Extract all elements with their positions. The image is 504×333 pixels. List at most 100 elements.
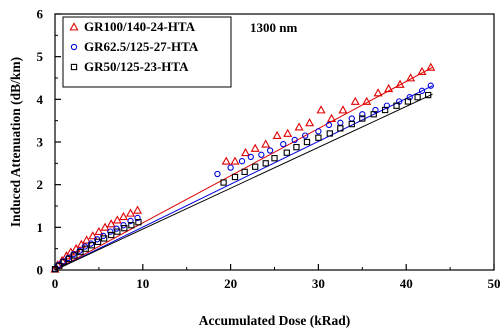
legend-label: GR100/140-24-HTA [84,19,196,34]
data-point [258,151,265,158]
y-axis-title: Induced Attenuation (dB/km) [8,57,23,227]
data-point [118,211,129,221]
y-tick-label: 4 [37,92,44,107]
legend-marker-circle [70,43,78,51]
x-tick-label: 50 [488,276,501,291]
data-point [114,228,121,235]
data-point [327,113,337,122]
data-point [100,222,110,231]
data-point [82,235,92,244]
data-point [359,111,366,118]
data-point [418,87,426,94]
data-point [221,156,231,165]
data-point [283,128,293,137]
data-point [56,262,63,269]
data-point [261,139,271,148]
x-tick-label: 40 [400,276,413,291]
data-point [424,91,432,99]
x-axis-title: Accumulated Dose (kRad) [199,313,351,328]
data-point [315,134,322,141]
x-tick-label: 30 [312,276,325,291]
data-point [65,255,73,263]
data-point [315,128,322,135]
data-point [106,219,116,228]
legend-label: GR50/125-23-HTA [84,59,189,74]
data-point [350,96,360,105]
y-tick-label: 0 [37,263,44,278]
data-point [326,130,333,137]
data-point [338,105,348,114]
data-point [230,156,240,165]
data-point [406,94,413,101]
data-point [337,125,344,132]
data-point [305,118,315,127]
data-point [348,115,355,122]
data-point [293,143,300,151]
data-point [247,153,254,161]
data-point [414,94,421,101]
data-point [108,231,115,239]
data-point [404,98,412,105]
fit-line-series-2 [54,85,433,271]
data-point [266,147,274,154]
data-point [70,251,77,258]
x-tick-label: 10 [136,276,149,291]
data-point [316,105,326,114]
data-point [65,254,72,262]
data-point [372,106,379,114]
y-tick-label: 1 [37,220,44,235]
data-point [135,219,142,226]
data-point [252,163,259,170]
data-point [82,245,89,252]
data-point [77,248,84,256]
data-point [384,83,394,93]
legend: GR100/140-24-HTA GR62.5/125-27-HTA GR50/12… [62,16,232,88]
data-point [71,252,78,259]
fit-line-series-3 [54,93,433,271]
data-point [94,226,104,236]
data-point [121,225,128,232]
data-point [381,106,389,114]
data-point [262,160,269,167]
y-tick-label: 5 [37,49,44,64]
data-point [359,115,366,122]
data-point [302,132,309,139]
data-point [393,102,400,109]
legend-marker-square [70,63,78,71]
data-point [59,258,67,265]
data-point [303,138,311,146]
data-point [427,82,434,89]
data-point [112,215,122,224]
wavelength-annotation: 1300 nm [250,20,297,35]
legend-marker-triangle [69,22,79,31]
data-point [241,168,248,176]
x-tick-label: 20 [224,276,237,291]
data-point [214,170,221,178]
data-markers [50,62,436,273]
data-point [94,238,102,245]
data-point [362,96,372,105]
data-point [395,79,405,88]
series-3-points [51,91,432,273]
data-point [417,66,427,76]
data-point [294,122,304,131]
x-axis: 0 10 20 30 40 50 [52,264,501,291]
data-point [370,111,377,118]
data-point [291,136,298,144]
data-point [107,228,114,235]
data-point [271,155,278,162]
data-point [325,121,333,129]
data-point [128,222,135,229]
y-tick-label: 6 [37,7,44,22]
data-point [383,102,391,109]
data-point [134,214,141,222]
data-point [406,73,416,82]
y-tick-label: 3 [37,135,44,150]
data-point [60,259,67,266]
data-point [127,217,134,225]
data-point [231,173,239,181]
data-point [280,140,287,148]
data-point [88,242,96,249]
data-point [87,240,95,247]
data-point [88,231,98,240]
